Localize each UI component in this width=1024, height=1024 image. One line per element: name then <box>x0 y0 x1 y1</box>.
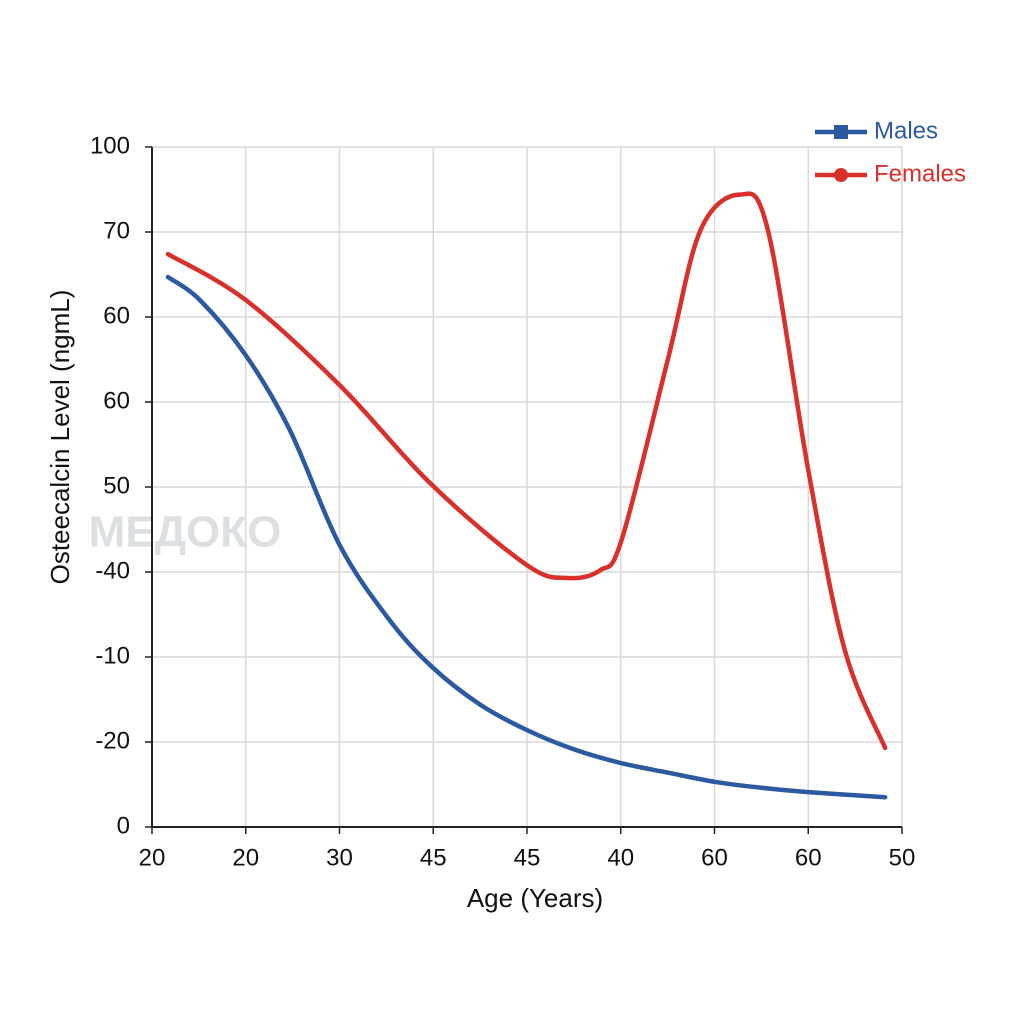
y-tick-label: 60 <box>103 387 130 414</box>
y-tick-label: -20 <box>95 727 130 754</box>
series-line <box>165 191 888 751</box>
series-line <box>165 274 888 800</box>
y-axis-label: Osteecalcin Level (ngmL) <box>45 290 75 585</box>
x-tick-label: 50 <box>889 844 916 871</box>
x-axis-label: Age (Years) <box>467 883 603 913</box>
x-tick-label: 40 <box>607 844 634 871</box>
legend-label: Males <box>874 117 938 144</box>
x-tick-label: 45 <box>420 844 447 871</box>
y-tick-label: 60 <box>103 302 130 329</box>
x-tick-label: 20 <box>232 844 259 871</box>
legend-marker <box>834 168 848 182</box>
y-tick-label: 100 <box>90 132 130 159</box>
legend-marker <box>834 125 848 139</box>
x-tick-label: 30 <box>326 844 353 871</box>
y-tick-label: 0 <box>117 812 130 839</box>
watermark: МЕДОКО <box>89 508 282 557</box>
y-tick-label: -40 <box>95 557 130 584</box>
x-tick-label: 60 <box>701 844 728 871</box>
y-tick-label: -10 <box>95 642 130 669</box>
x-tick-label: 45 <box>514 844 541 871</box>
legend-label: Females <box>874 160 966 187</box>
x-tick-label: 20 <box>139 844 166 871</box>
x-tick-label: 60 <box>795 844 822 871</box>
y-tick-label: 70 <box>103 217 130 244</box>
y-tick-label: 50 <box>103 472 130 499</box>
